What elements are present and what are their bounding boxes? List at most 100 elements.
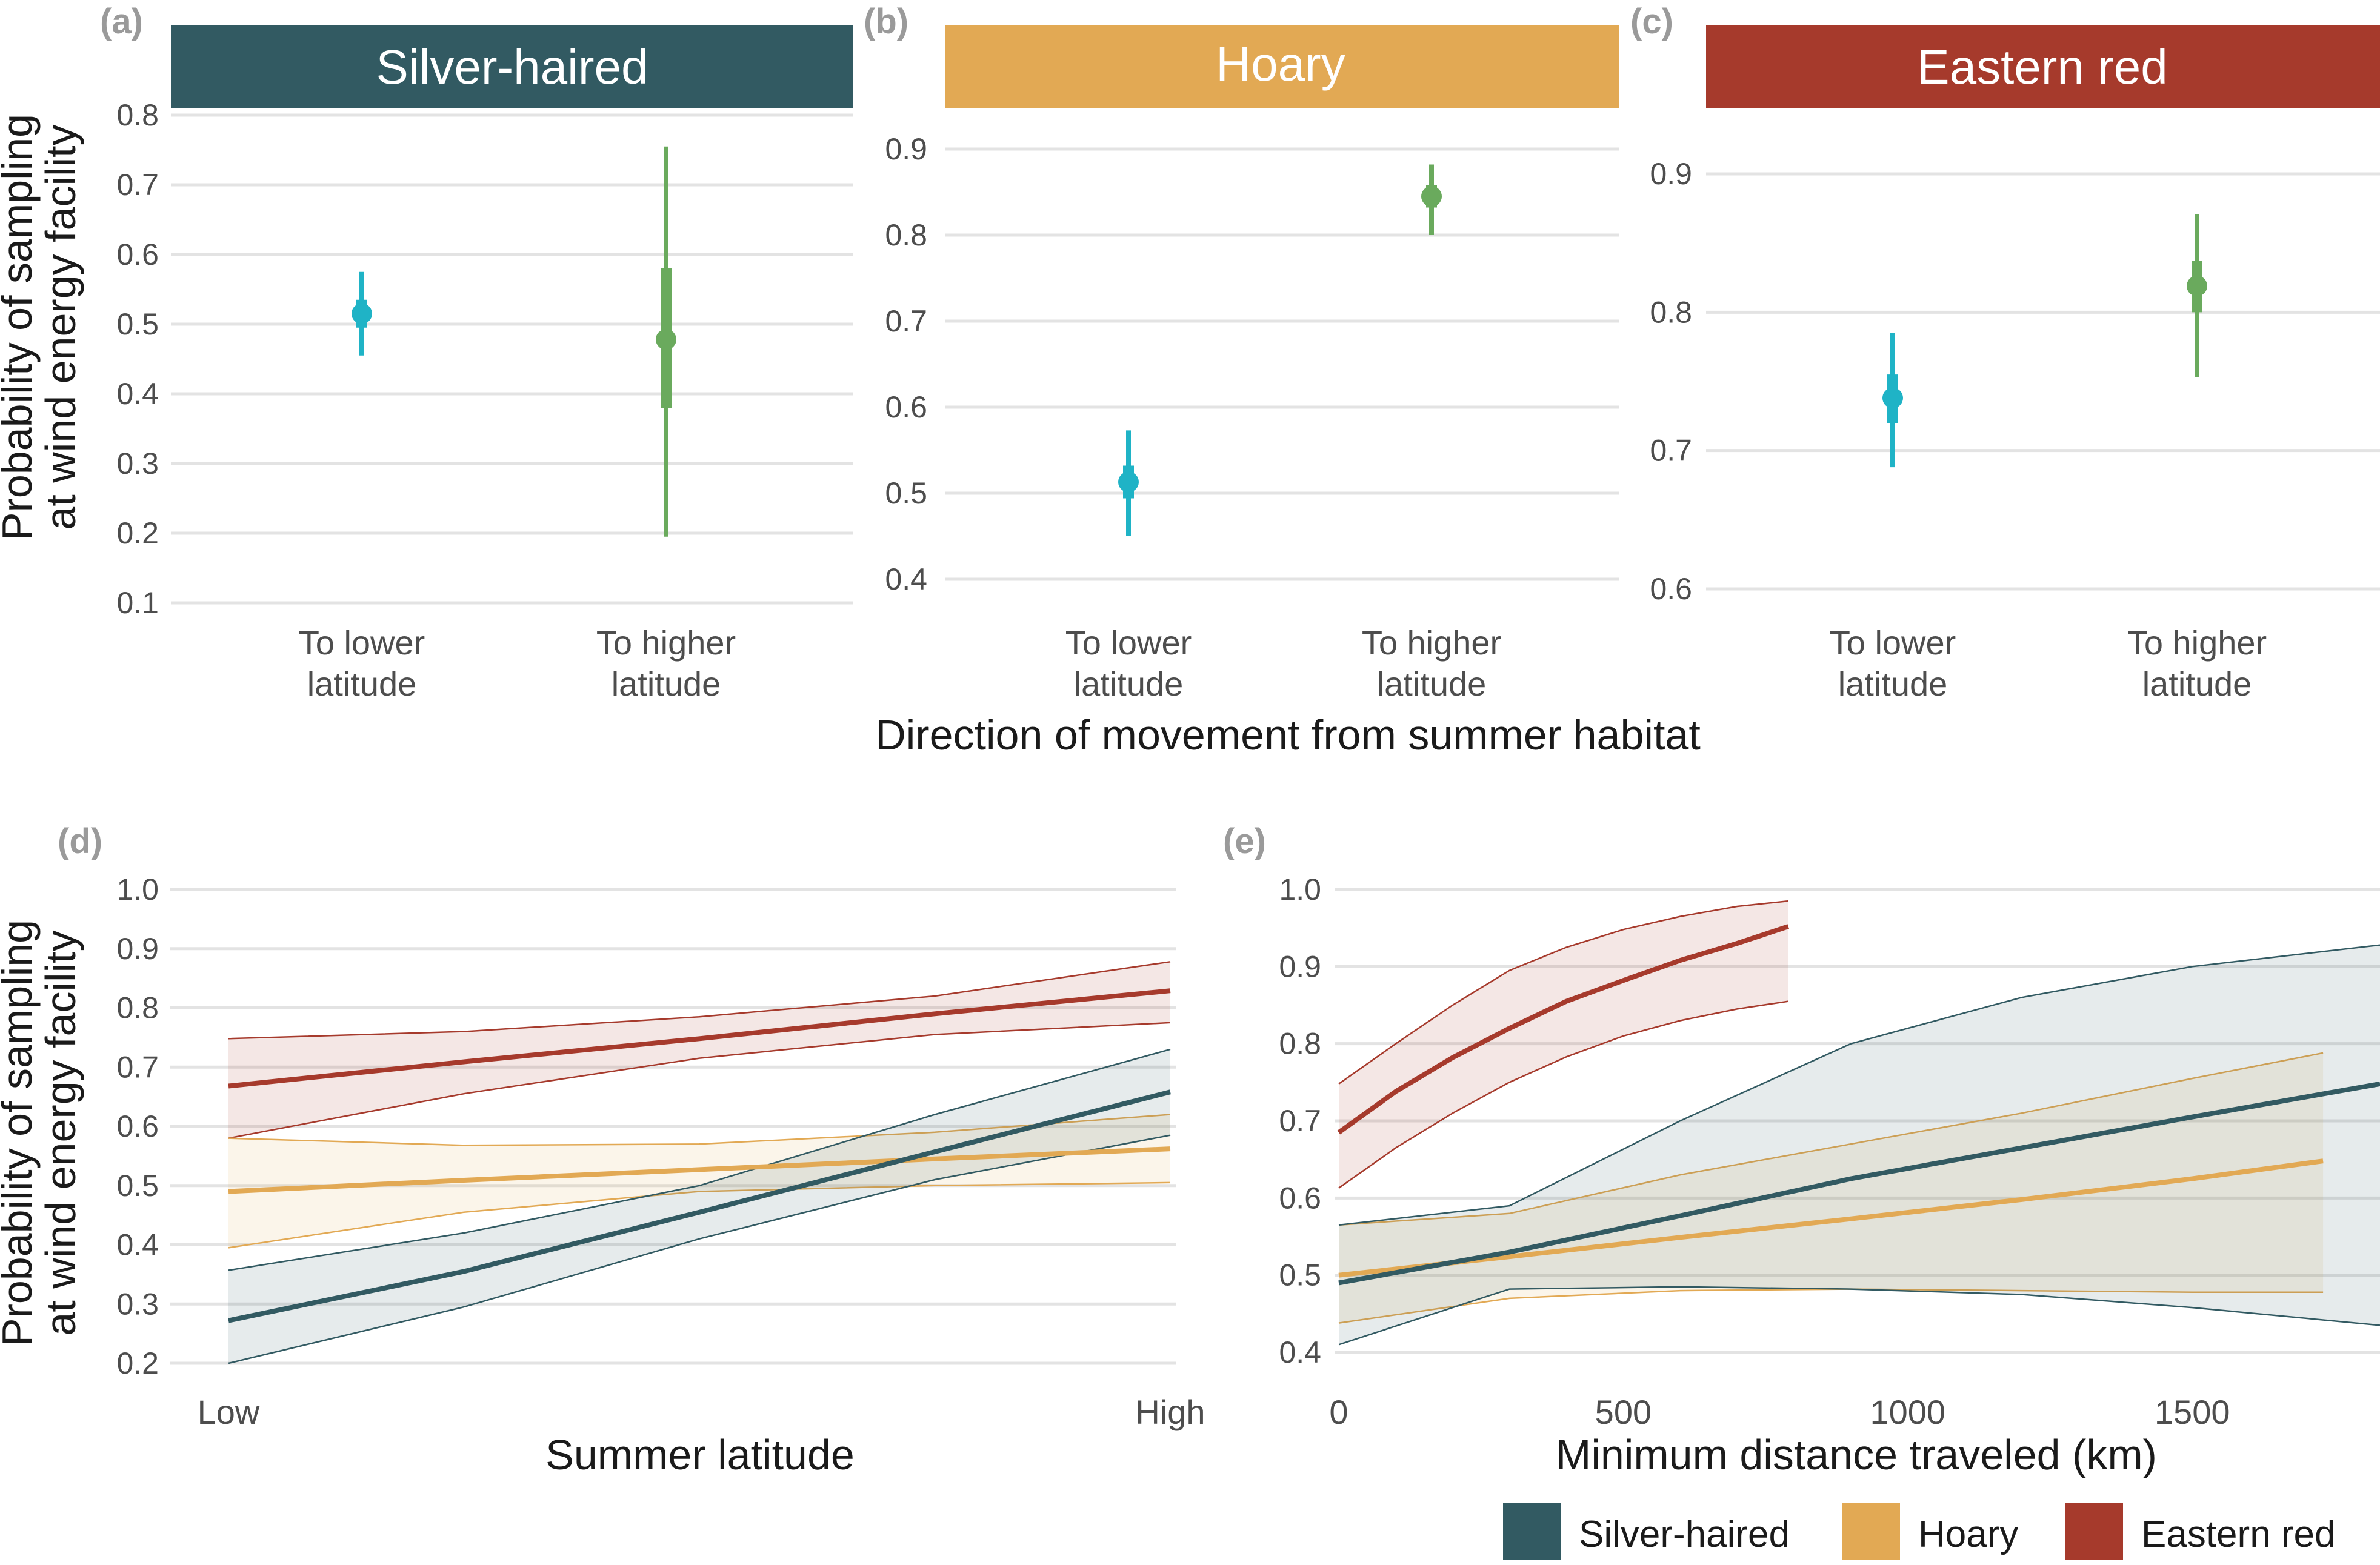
series-line-d-hoary	[228, 1146, 1171, 1194]
legend-swatch-hoary	[1842, 1503, 1900, 1560]
y-title-bottom-line1: Probability of sampling	[0, 920, 41, 1346]
strip-bg-b	[945, 25, 1619, 108]
x-tick-label-d-1: High	[1135, 1393, 1205, 1431]
y-tick-label-d-7: 0.9	[116, 932, 159, 966]
y-tick-label-a-3: 0.4	[116, 377, 159, 411]
y-tick-label-a-1: 0.2	[116, 516, 159, 550]
panel-e-distance-traveled: 0.4 0.5 0.6 0.7 0.8 0.9 1.0 0 500 1000 1500Minimum…	[1279, 872, 2380, 1478]
estimate-point-a-0	[352, 303, 372, 324]
x-tick-label-b-0-1: latitude	[1074, 665, 1184, 703]
panel-tag-e: (e)	[1223, 822, 1266, 861]
y-tick-label-d-2: 0.4	[116, 1228, 159, 1262]
y-tick-label-d-3: 0.5	[116, 1169, 159, 1203]
band-e-hoary	[1339, 1052, 2324, 1323]
series-line-e-hoary	[1338, 1158, 2324, 1278]
panel-tag-d: (d)	[58, 822, 102, 861]
x-tick-label-a-1-1: latitude	[612, 665, 721, 703]
x-tick-label-a-0-0: To lower	[299, 623, 425, 662]
y-tick-label-b-5: 0.9	[885, 132, 927, 166]
band-upper-e-hoary	[1338, 1052, 2324, 1226]
y-title-top-line2: at wind energy facility	[37, 124, 84, 530]
y-tick-label-d-8: 1.0	[116, 872, 159, 906]
y-tick-label-b-2: 0.6	[885, 390, 927, 424]
x-axis-title-top: Direction of movement from summer habita…	[875, 711, 1701, 759]
y-tick-label-a-4: 0.5	[116, 307, 159, 341]
y-tick-label-d-0: 0.2	[116, 1346, 159, 1380]
y-tick-label-b-4: 0.8	[885, 218, 927, 252]
panel-d-summer-latitude: 0.2 0.3 0.4 0.5 0.6 0.7 0.8 0.9 1.0 Low High Summer…	[116, 872, 1205, 1478]
band-lower-e-silver-haired	[1338, 1286, 2380, 1346]
y-tick-label-b-3: 0.7	[885, 304, 927, 338]
legend-swatch-silver-haired	[1503, 1503, 1561, 1560]
estimate-point-b-1	[1421, 186, 1442, 207]
x-tick-label-e-3: 1500	[2155, 1393, 2230, 1431]
series-line-e-eastern-red	[1337, 924, 1789, 1135]
strip-bg-a	[171, 25, 853, 108]
band-upper-d-eastern-red	[228, 961, 1171, 1040]
x-tick-label-e-0: 0	[1329, 1393, 1348, 1431]
y-tick-label-c-0: 0.6	[1650, 572, 1692, 606]
strip-eastern-red: Eastern red	[1706, 25, 2380, 108]
y-tick-label-a-7: 0.8	[116, 98, 159, 132]
strip-silver-haired: Silver-haired	[171, 25, 853, 108]
y-tick-label-e-2: 0.6	[1279, 1181, 1321, 1215]
y-tick-label-e-6: 1.0	[1279, 872, 1321, 906]
strip-bg-c	[1706, 25, 2380, 108]
band-lower-d-eastern-red	[228, 1022, 1171, 1139]
strip-hoary: Hoary	[945, 25, 1619, 108]
y-axis-title-bottom: Probability of sampling at wind energy f…	[0, 920, 84, 1346]
strip-label-c: Eastern red	[1917, 40, 2168, 94]
estimate-point-c-1	[2187, 275, 2207, 296]
y-tick-label-e-0: 0.4	[1279, 1335, 1321, 1369]
y-tick-label-b-0: 0.4	[885, 562, 927, 596]
legend-label-eastern-red: Eastern red	[2141, 1513, 2336, 1555]
strip-label-b: Hoary	[1216, 37, 1345, 91]
band-d-eastern-red	[228, 962, 1170, 1138]
x-tick-label-d-0: Low	[198, 1393, 260, 1431]
y-tick-label-c-1: 0.7	[1650, 434, 1692, 468]
y-tick-label-a-5: 0.6	[116, 238, 159, 271]
strip-label-a: Silver-haired	[376, 40, 648, 94]
estimate-point-c-0	[1882, 387, 1903, 408]
band-lower-d-hoary	[228, 1181, 1171, 1249]
legend-swatch-eastern-red	[2065, 1503, 2123, 1560]
y-tick-label-a-6: 0.7	[116, 168, 159, 202]
x-tick-label-b-0-0: To lower	[1065, 623, 1192, 662]
series-line-e-silver-haired	[1338, 1081, 2380, 1286]
y-tick-label-e-3: 0.7	[1279, 1104, 1321, 1138]
band-upper-e-silver-haired	[1338, 944, 2380, 1226]
x-tick-label-a-1-0: To higher	[596, 623, 736, 662]
y-tick-label-e-5: 0.9	[1279, 949, 1321, 983]
y-axis-title-top: Probability of sampling at wind energy f…	[0, 114, 84, 540]
y-title-top-line1: Probability of sampling	[0, 114, 41, 540]
x-tick-label-c-0-1: latitude	[1838, 665, 1948, 703]
panel-tag-a: (a)	[100, 2, 143, 41]
y-tick-label-d-5: 0.7	[116, 1050, 159, 1084]
y-tick-label-a-0: 0.1	[116, 586, 159, 620]
band-d-hoary	[228, 1114, 1170, 1248]
legend: Silver-haired Hoary Eastern red	[1503, 1503, 2336, 1560]
y-tick-label-d-6: 0.8	[116, 991, 159, 1025]
y-tick-label-c-2: 0.8	[1650, 295, 1692, 329]
y-tick-label-d-1: 0.3	[116, 1287, 159, 1321]
band-upper-e-eastern-red	[1338, 900, 1788, 1085]
series-line-d-silver-haired	[228, 1089, 1171, 1323]
x-axis-title-e: Minimum distance traveled (km)	[1556, 1431, 2157, 1478]
y-tick-label-c-3: 0.9	[1650, 157, 1692, 191]
x-tick-label-e-2: 1000	[1870, 1393, 1946, 1431]
y-tick-label-d-4: 0.6	[116, 1109, 159, 1143]
x-tick-label-a-0-1: latitude	[307, 665, 417, 703]
x-tick-label-b-1-1: latitude	[1377, 665, 1487, 703]
x-tick-label-b-1-0: To higher	[1362, 623, 1501, 662]
x-tick-label-c-1-1: latitude	[2142, 665, 2252, 703]
x-axis-title-d: Summer latitude	[545, 1431, 855, 1478]
panel-a-silver-haired: 0.10.20.30.40.50.60.70.8To lowerlatitude…	[116, 98, 853, 703]
band-e-eastern-red	[1339, 901, 1788, 1188]
series-line-d-eastern-red	[228, 988, 1171, 1089]
band-lower-d-silver-haired	[228, 1134, 1171, 1364]
band-upper-d-silver-haired	[228, 1048, 1171, 1271]
legend-label-hoary: Hoary	[1918, 1513, 2018, 1555]
estimate-point-a-1	[656, 329, 676, 350]
